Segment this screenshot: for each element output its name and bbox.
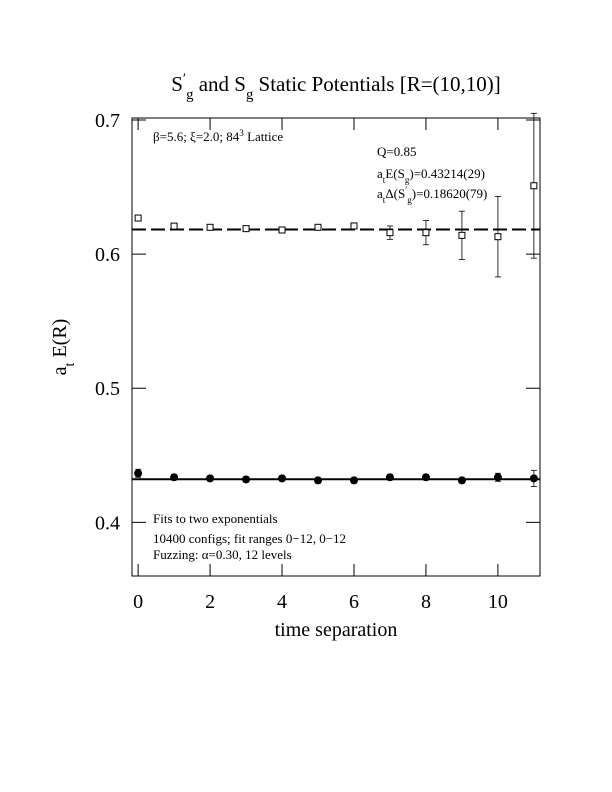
annotation-run: Q=0.85 — [377, 144, 416, 159]
marker — [134, 469, 143, 478]
x-tick-label: 6 — [349, 591, 359, 613]
x-tick-label: 4 — [277, 591, 287, 613]
annotation-run: 10400 configs; fit ranges 0−12, 0−12 — [153, 531, 346, 546]
marker — [386, 229, 394, 237]
annotation-run: g — [407, 195, 412, 205]
chart-title-run: g — [246, 87, 254, 103]
x-tick-label: 0 — [133, 591, 143, 613]
chart-title-run: Static Potentials [R=(10,10)] — [253, 72, 500, 96]
annotation-run: β=5.6; ξ=2.0; 8 — [153, 129, 233, 144]
marker — [170, 473, 179, 482]
chart-title-run: ′ — [183, 71, 186, 87]
annotation-run: g — [405, 175, 410, 185]
y-tick-label: 0.6 — [95, 244, 120, 266]
annotation-run: 3 — [239, 128, 244, 138]
plot-frame — [131, 117, 541, 577]
annotation-run: 4 — [233, 129, 240, 144]
marker — [385, 473, 394, 482]
marker — [242, 475, 251, 484]
x-axis-label: time separation — [275, 619, 398, 641]
annotation-run: a — [377, 186, 383, 201]
annotation: atΔ(S′g)=0.18620(79) — [377, 185, 487, 205]
marker — [422, 229, 430, 237]
annotation-run: a — [377, 166, 383, 181]
marker — [493, 473, 502, 482]
chart-title-run: g — [186, 87, 194, 103]
marker — [350, 222, 358, 230]
x-tick-label: 8 — [421, 591, 431, 613]
y-tick-label: 0.4 — [95, 512, 120, 534]
annotation-run: t — [383, 175, 386, 185]
chart-title-run: and S — [193, 72, 246, 96]
annotation-run: Δ(S — [385, 186, 405, 201]
marker — [349, 476, 358, 485]
chart-title: S′g and Sg Static Potentials [R=(10,10)] — [171, 71, 501, 103]
annotation: Fuzzing: α=0.30, 12 levels — [153, 547, 292, 562]
y-tick-label: 0.7 — [95, 110, 120, 132]
annotation-run: E(S — [385, 166, 405, 181]
chart-title-run: S — [171, 72, 183, 96]
annotation-run: Fuzzing: α=0.30, 12 levels — [153, 547, 292, 562]
marker — [278, 474, 287, 483]
annotation-run: Fits to two exponentials — [153, 511, 278, 526]
marker — [242, 225, 250, 233]
marker — [170, 222, 178, 230]
y-axis-label: at E(R) — [49, 319, 78, 376]
x-tick-label: 10 — [488, 591, 508, 613]
marker — [206, 223, 214, 231]
marker — [314, 476, 323, 485]
annotation-run: Lattice — [244, 129, 284, 144]
marker — [134, 214, 142, 222]
y-axis-label-run: E(R) — [49, 319, 71, 363]
marker — [530, 182, 538, 190]
annotation-run: ′ — [405, 185, 407, 195]
annotation-run: t — [383, 195, 386, 205]
marker — [314, 223, 322, 231]
marker — [457, 476, 466, 485]
annotation: Q=0.85 — [377, 144, 416, 159]
y-axis-label-run: a — [49, 366, 71, 375]
y-axis-label-run: t — [63, 362, 78, 366]
annotation: Fits to two exponentials — [153, 511, 278, 526]
annotation: 10400 configs; fit ranges 0−12, 0−12 — [153, 531, 346, 546]
x-axis-label-run: time separation — [275, 619, 398, 641]
marker — [494, 233, 502, 241]
annotation: β=5.6; ξ=2.0; 843 Lattice — [153, 128, 283, 144]
annotation-run: )=0.43214(29) — [409, 166, 485, 181]
marker — [206, 474, 215, 483]
marker — [529, 474, 538, 483]
marker — [458, 231, 466, 239]
marker — [278, 226, 286, 234]
y-tick-label: 0.5 — [95, 378, 120, 400]
marker — [421, 473, 430, 482]
annotation: atE(Sg)=0.43214(29) — [377, 166, 485, 185]
x-tick-label: 2 — [205, 591, 215, 613]
annotation-run: )=0.18620(79) — [412, 186, 488, 201]
